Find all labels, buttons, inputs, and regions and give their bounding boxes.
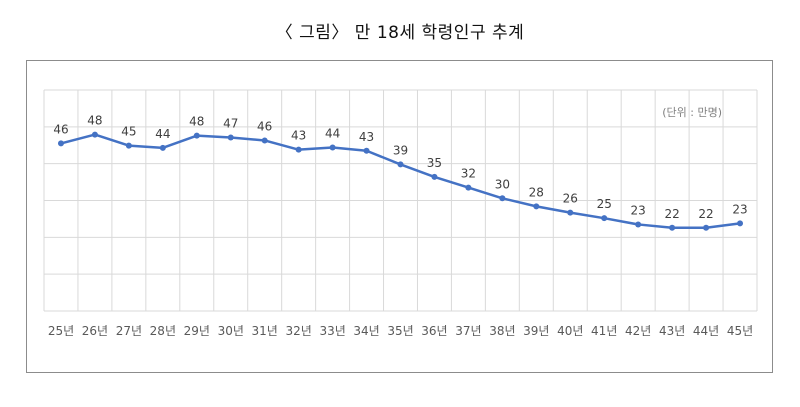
x-tick-label: 39년 xyxy=(523,324,549,338)
data-point xyxy=(227,134,234,141)
x-tick-label: 38년 xyxy=(489,324,515,338)
data-label: 45 xyxy=(121,125,136,139)
data-point xyxy=(363,147,370,154)
x-tick-label: 42년 xyxy=(625,324,651,338)
x-tick-label: 33년 xyxy=(319,324,345,338)
x-tick-label: 40년 xyxy=(557,324,583,338)
data-point xyxy=(261,137,268,144)
data-label: 46 xyxy=(53,122,68,136)
x-tick-label: 25년 xyxy=(48,324,74,338)
x-tick-label: 36년 xyxy=(421,324,447,338)
x-tick-label: 31년 xyxy=(252,324,278,338)
data-label: 43 xyxy=(291,129,306,143)
data-point xyxy=(601,215,608,222)
chart-frame xyxy=(26,60,773,373)
data-point xyxy=(703,224,710,231)
data-point xyxy=(737,220,744,227)
unit-note: (단위 : 만명) xyxy=(662,106,722,119)
data-point xyxy=(533,203,540,210)
data-label: 22 xyxy=(698,207,713,221)
data-point xyxy=(567,209,574,216)
data-label: 28 xyxy=(529,185,544,199)
x-axis-ticks: 25년 26년 27년 28년 29년 30년 31년 32년 33년 34년 35년 36년 37년 3… xyxy=(48,324,753,338)
data-point xyxy=(669,224,676,231)
x-tick-label: 26년 xyxy=(82,324,108,338)
x-tick-label: 30년 xyxy=(218,324,244,338)
data-point xyxy=(499,195,506,202)
x-tick-label: 34년 xyxy=(353,324,379,338)
data-label: 32 xyxy=(461,167,476,181)
data-label: 48 xyxy=(189,115,204,129)
data-point xyxy=(125,142,132,149)
data-point xyxy=(397,161,404,168)
x-tick-label: 29년 xyxy=(184,324,210,338)
data-label: 48 xyxy=(87,114,102,128)
x-tick-label: 35년 xyxy=(387,324,413,338)
data-point xyxy=(431,173,438,180)
x-tick-label: 45년 xyxy=(727,324,753,338)
x-tick-label: 41년 xyxy=(591,324,617,338)
data-label: 39 xyxy=(393,143,408,157)
chart-title: 〈 그림〉 만 18세 학령인구 추계 xyxy=(275,23,525,43)
data-point xyxy=(91,131,98,138)
data-label: 25 xyxy=(597,197,612,211)
data-label: 44 xyxy=(325,126,340,140)
data-label: 44 xyxy=(155,127,170,141)
gridlines xyxy=(43,89,758,312)
data-label: 26 xyxy=(563,192,578,206)
data-point xyxy=(295,146,302,153)
data-label: 23 xyxy=(631,203,646,217)
data-label: 22 xyxy=(664,207,679,221)
data-label: 47 xyxy=(223,117,238,131)
data-point xyxy=(193,132,200,139)
data-points xyxy=(57,131,744,231)
data-point xyxy=(465,184,472,191)
data-label: 43 xyxy=(359,130,374,144)
x-tick-label: 28년 xyxy=(150,324,176,338)
x-tick-label: 32년 xyxy=(285,324,311,338)
data-label: 46 xyxy=(257,119,272,133)
x-tick-label: 43년 xyxy=(659,324,685,338)
x-tick-label: 37년 xyxy=(455,324,481,338)
data-labels: 46 48 45 44 48 47 46 43 44 43 39 35 32 30 28 26 25 23 22 22… xyxy=(53,114,747,221)
x-tick-label: 27년 xyxy=(116,324,142,338)
data-label: 23 xyxy=(732,202,747,216)
data-label: 35 xyxy=(427,156,442,170)
data-point xyxy=(329,144,336,151)
data-label: 30 xyxy=(495,177,510,191)
data-point xyxy=(635,221,642,228)
data-point xyxy=(159,144,166,151)
x-tick-label: 44년 xyxy=(693,324,719,338)
data-point xyxy=(57,140,64,147)
